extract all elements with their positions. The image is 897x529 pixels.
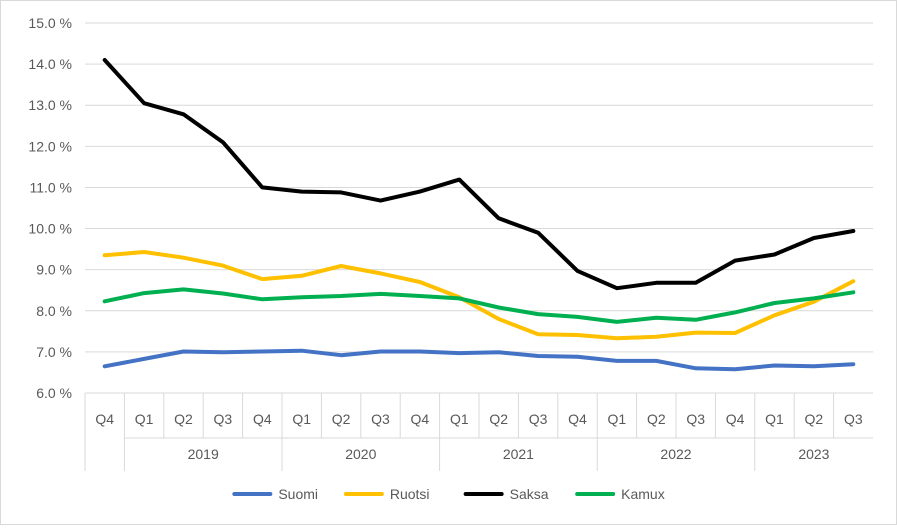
gridlines bbox=[85, 22, 873, 394]
y-tick-label: 12.0 % bbox=[28, 138, 72, 154]
y-tick-label: 15.0 % bbox=[28, 15, 72, 31]
x-tick-label: Q2 bbox=[332, 411, 351, 427]
x-tick-label: Q1 bbox=[765, 411, 784, 427]
y-tick-label: 9.0 % bbox=[36, 262, 72, 278]
x-tick-label: Q3 bbox=[686, 411, 705, 427]
x-tick-label: Q3 bbox=[371, 411, 390, 427]
x-group-label: 2020 bbox=[345, 446, 376, 462]
series-lines bbox=[102, 58, 856, 372]
legend-label-ruotsi: Ruotsi bbox=[390, 486, 430, 502]
series-line-suomi bbox=[102, 348, 856, 372]
x-tick-label: Q2 bbox=[174, 411, 193, 427]
x-tick-label: Q4 bbox=[95, 411, 114, 427]
y-tick-label: 10.0 % bbox=[28, 221, 72, 237]
y-tick-label: 8.0 % bbox=[36, 303, 72, 319]
y-tick-label: 7.0 % bbox=[36, 344, 72, 360]
x-tick-label: Q3 bbox=[529, 411, 548, 427]
x-axis: Q4 Q1 Q2 Q3 Q4 Q1 Q2 Q3 Q4 Q1 Q2 Q3 Q4 Q1 Q2 Q3 Q4 Q1 Q2 Q3… bbox=[84, 392, 873, 471]
x-tick-label: Q1 bbox=[608, 411, 627, 427]
x-group-label: 2019 bbox=[188, 446, 219, 462]
x-tick-label: Q1 bbox=[135, 411, 154, 427]
x-group-label: 2023 bbox=[798, 446, 829, 462]
y-tick-label: 14.0 % bbox=[28, 56, 72, 72]
series-line-saksa bbox=[102, 58, 856, 291]
x-tick-label: Q2 bbox=[647, 411, 666, 427]
x-tick-label: Q3 bbox=[214, 411, 233, 427]
legend-label-kamux: Kamux bbox=[621, 486, 665, 502]
x-group-label: 2022 bbox=[660, 446, 691, 462]
x-tick-label: Q2 bbox=[489, 411, 508, 427]
x-tick-label: Q4 bbox=[568, 411, 587, 427]
series-line-kamux bbox=[102, 287, 856, 324]
y-tick-label: 6.0 % bbox=[36, 385, 72, 401]
legend-label-suomi: Suomi bbox=[278, 486, 318, 502]
legend: Suomi Ruotsi Saksa Kamux bbox=[232, 486, 665, 502]
x-tick-label: Q1 bbox=[450, 411, 469, 427]
x-group-label: 2021 bbox=[503, 446, 534, 462]
y-tick-label: 13.0 % bbox=[28, 97, 72, 113]
x-tick-label: Q4 bbox=[726, 411, 745, 427]
legend-label-saksa: Saksa bbox=[510, 486, 549, 502]
x-tick-label: Q1 bbox=[292, 411, 311, 427]
x-tick-label: Q2 bbox=[805, 411, 824, 427]
y-axis-tick-labels: 6.0 % 7.0 % 8.0 % 9.0 % 10.0 % 11.0 % 12.0 % 13… bbox=[28, 15, 72, 401]
x-tick-label: Q3 bbox=[844, 411, 863, 427]
series-line-ruotsi bbox=[102, 250, 856, 341]
y-tick-label: 11.0 % bbox=[29, 179, 72, 195]
x-tick-label: Q4 bbox=[253, 411, 272, 427]
x-tick-label: Q4 bbox=[411, 411, 430, 427]
